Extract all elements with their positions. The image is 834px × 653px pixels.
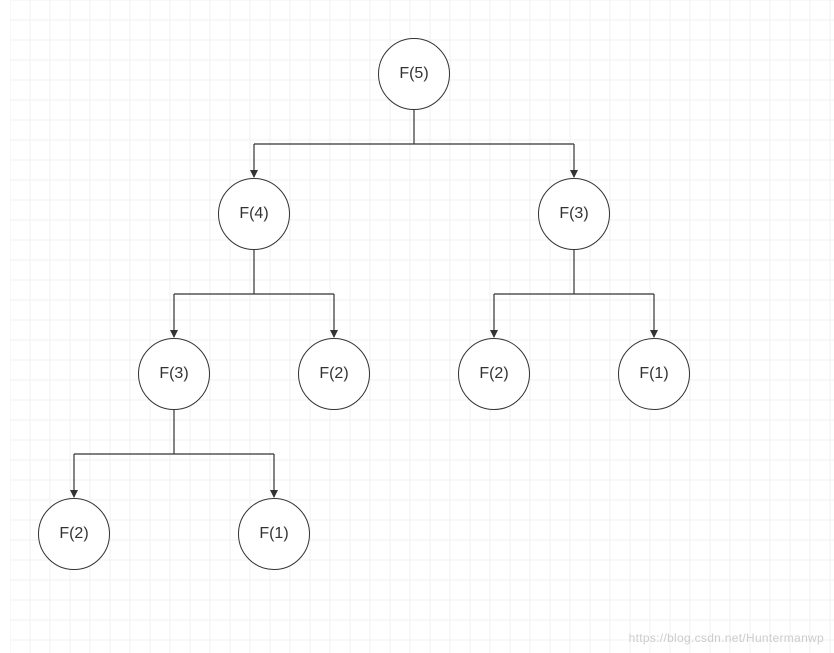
tree-node: F(5) <box>378 38 450 110</box>
tree-node: F(3) <box>538 178 610 250</box>
tree-node: F(4) <box>218 178 290 250</box>
tree-node-label: F(3) <box>559 205 588 223</box>
tree-node: F(1) <box>618 338 690 410</box>
watermark-text: https://blog.csdn.net/Huntermanwp <box>629 631 824 645</box>
tree-node-label: F(1) <box>259 525 288 543</box>
tree-node-label: F(1) <box>639 365 668 383</box>
tree-node-label: F(2) <box>59 525 88 543</box>
tree-node: F(1) <box>238 498 310 570</box>
tree-node: F(2) <box>38 498 110 570</box>
tree-node-label: F(2) <box>319 365 348 383</box>
tree-node: F(3) <box>138 338 210 410</box>
left-margin-strip <box>0 0 10 653</box>
tree-node: F(2) <box>458 338 530 410</box>
tree-node-label: F(2) <box>479 365 508 383</box>
diagram-canvas: https://blog.csdn.net/Huntermanwp F(5) F(… <box>0 0 834 653</box>
tree-node: F(2) <box>298 338 370 410</box>
tree-node-label: F(4) <box>239 205 268 223</box>
tree-node-label: F(5) <box>399 65 428 83</box>
tree-node-label: F(3) <box>159 365 188 383</box>
